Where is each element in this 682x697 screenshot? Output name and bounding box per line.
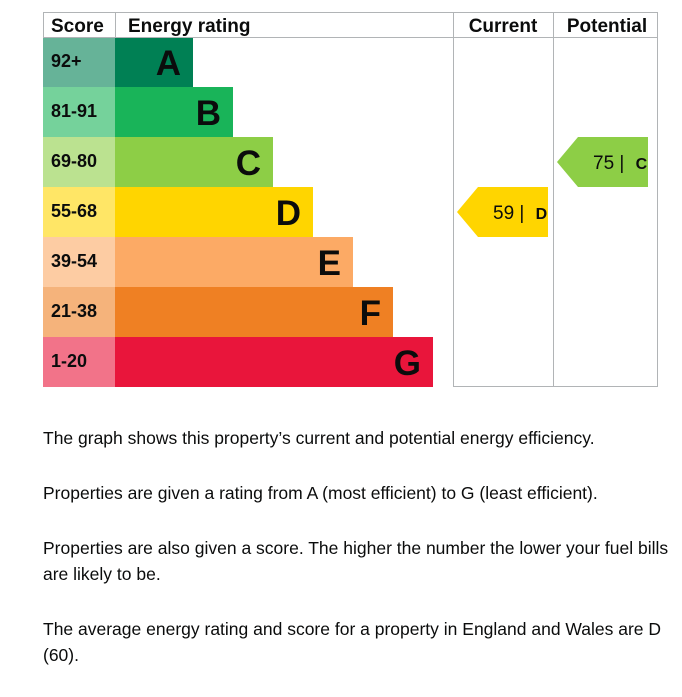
rating-bar-g xyxy=(115,337,433,387)
rating-bands: 92+ A 81-91 B 69-80 C 55-68 D 39-54 E 21-38 F 1-20 G xyxy=(43,37,433,387)
score-cell-d xyxy=(43,187,115,237)
score-range-g: 1-20 xyxy=(51,351,87,371)
rating-letter-b: B xyxy=(196,94,221,133)
current-score-label: 59 | D xyxy=(493,203,547,224)
rating-letter-d: D xyxy=(276,194,301,233)
header-score: Score xyxy=(51,16,104,37)
rating-letter-c: C xyxy=(236,144,261,183)
rating-letter-e: E xyxy=(318,244,341,283)
note-average: The average energy rating and score for … xyxy=(43,619,662,665)
score-range-b: 81-91 xyxy=(51,101,97,121)
score-range-e: 39-54 xyxy=(51,251,97,271)
header-energy-rating: Energy rating xyxy=(128,16,250,37)
rating-bar-b xyxy=(115,87,233,137)
score-cell-e xyxy=(43,237,115,287)
energy-rating-chart: Score Energy rating Current Potential 92… xyxy=(43,12,658,387)
rating-bar-c xyxy=(115,137,273,187)
score-range-c: 69-80 xyxy=(51,151,97,171)
score-cell-c xyxy=(43,137,115,187)
header-current: Current xyxy=(469,16,538,37)
potential-pointer xyxy=(557,137,648,187)
explanation-notes: The graph shows this property’s current … xyxy=(43,425,673,697)
grid-lines xyxy=(43,12,658,387)
score-range-d: 55-68 xyxy=(51,201,97,221)
header-potential: Potential xyxy=(567,16,647,37)
score-cell-a xyxy=(43,37,115,87)
rating-bar-e xyxy=(115,237,353,287)
note-rating-scale: Properties are given a rating from A (mo… xyxy=(43,483,598,503)
rating-bar-d xyxy=(115,187,313,237)
score-cell-g xyxy=(43,337,115,387)
potential-score-label: 75 | C xyxy=(593,153,648,174)
rating-bar-a xyxy=(115,37,193,87)
rating-letter-g: G xyxy=(394,344,421,383)
current-pointer xyxy=(457,187,548,237)
score-cell-b xyxy=(43,87,115,137)
note-graph: The graph shows this property’s current … xyxy=(43,428,595,448)
score-cell-f xyxy=(43,287,115,337)
note-score: Properties are also given a score. The h… xyxy=(43,538,669,584)
score-range-a: 92+ xyxy=(51,51,82,71)
rating-letter-a: A xyxy=(156,44,181,83)
rating-bar-f xyxy=(115,287,393,337)
rating-pointers: 59 | D 75 | C xyxy=(457,137,648,237)
rating-letter-f: F xyxy=(360,294,381,333)
score-range-f: 21-38 xyxy=(51,301,97,321)
